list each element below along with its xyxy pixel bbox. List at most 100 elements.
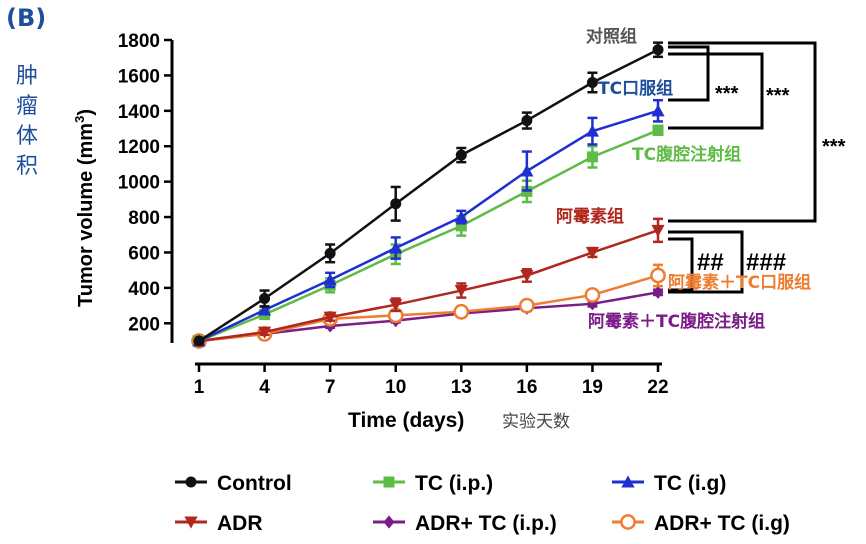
bracket-control-tcip (668, 52, 764, 130)
y-tick-label: 1600 (118, 66, 160, 87)
series-annotation: 阿霉素＋TC口服组 (668, 272, 811, 293)
data-point (651, 104, 665, 117)
significance-label: *** (766, 85, 790, 107)
x-axis-label-cn: 实验天数 (502, 412, 570, 432)
legend-marker (383, 476, 395, 488)
panel-label: (B) (6, 4, 47, 32)
significance-label: *** (822, 136, 846, 158)
data-point (453, 303, 470, 320)
data-point (520, 164, 534, 177)
series-line (198, 229, 659, 343)
series-line (198, 109, 659, 343)
significance-label: ## (697, 249, 724, 276)
series-line (198, 274, 659, 343)
series-group (191, 263, 666, 349)
data-point (390, 198, 402, 210)
vertical-label: 肿 瘤 体 积 (12, 62, 42, 182)
data-point (652, 124, 664, 136)
significance-label: ### (746, 249, 786, 276)
series-line (198, 129, 659, 343)
data-point (586, 297, 598, 311)
axes: 200 400 600 800 1000 1200 1400 1600 1800 1 4 7 10 13 1… (72, 31, 669, 432)
series-annotation: 阿霉素＋TC腹腔注射组 (588, 311, 765, 332)
data-point (584, 287, 601, 303)
significance-label: *** (715, 83, 739, 105)
legend-item: ADR+ TC (i.g) (612, 512, 790, 535)
legend: Control ADR TC (i.p.) ADR+ TC (i.p.) TC (i.g… (175, 472, 790, 535)
data-point (586, 76, 598, 88)
legend-marker (620, 514, 636, 530)
data-point (651, 224, 665, 237)
vertical-label-char: 体 (15, 124, 38, 149)
legend-marker (185, 476, 197, 488)
data-point (454, 210, 468, 223)
data-point (389, 241, 403, 254)
x-tick-label: 22 (647, 377, 668, 398)
series-group (192, 98, 665, 347)
legend-item: TC (i.p.) (373, 472, 493, 495)
legend-item: Control (175, 472, 292, 495)
bracket-adr-adrtcig (668, 237, 694, 292)
legend-marker (184, 516, 198, 529)
data-point (257, 326, 272, 339)
data-point (323, 273, 337, 286)
y-tick-label: 1200 (118, 137, 160, 158)
x-tick-label: 19 (582, 377, 603, 398)
legend-label: ADR+ TC (i.g) (654, 512, 790, 535)
data-point (324, 247, 336, 259)
legend-item: ADR (175, 512, 263, 535)
vertical-label-char: 瘤 (15, 94, 38, 119)
data-point (652, 285, 664, 299)
y-tick-label: 1000 (118, 173, 160, 194)
x-tick-label: 7 (325, 377, 336, 398)
data-point (323, 311, 337, 324)
y-tick-label: 200 (128, 314, 160, 335)
legend-label: Control (217, 472, 292, 495)
y-tick-label: 800 (128, 208, 160, 229)
data-point (454, 285, 468, 298)
bracket-control-adr (668, 41, 817, 223)
y-axis-label: Tumor volume (mm3) (72, 109, 97, 307)
series-group (192, 217, 665, 348)
x-tick-label: 16 (516, 377, 537, 398)
series-group (193, 41, 664, 347)
data-point (585, 124, 600, 137)
data-point (193, 335, 205, 347)
vertical-label-char: 积 (15, 154, 38, 179)
data-point (257, 303, 272, 316)
bracket-adr-adrtcip (668, 230, 744, 294)
bracket-control-tcig (668, 45, 710, 102)
y-tick-label: 400 (128, 279, 160, 300)
y-tick-label: 600 (128, 243, 160, 264)
x-tick-label: 13 (451, 377, 472, 398)
data-point (520, 269, 534, 283)
legend-item: ADR+ TC (i.p.) (373, 512, 557, 535)
series-annotation: TC口服组 (598, 78, 673, 99)
data-point (586, 151, 598, 163)
data-point (519, 297, 535, 314)
x-tick-label: 1 (194, 377, 205, 398)
data-point (389, 299, 403, 312)
series-annotation: 阿霉素组 (556, 206, 624, 227)
series-lines (191, 41, 666, 349)
legend-item: TC (i.g) (612, 472, 726, 495)
legend-label: TC (i.p.) (415, 472, 493, 495)
x-tick-label: 10 (385, 377, 406, 398)
legend-label: ADR+ TC (i.p.) (415, 512, 557, 535)
y-tick-label: 1400 (118, 102, 160, 123)
data-point (585, 246, 600, 260)
vertical-label-char: 肿 (15, 64, 38, 89)
x-axis-label: Time (days) (348, 409, 464, 432)
data-point (455, 220, 467, 232)
y-tick-label: 1800 (118, 31, 160, 52)
series-annotation: 对照组 (586, 26, 637, 47)
data-point (521, 115, 533, 127)
data-point (455, 149, 467, 161)
legend-label: ADR (217, 512, 263, 535)
legend-marker (621, 475, 635, 488)
data-point (652, 44, 664, 56)
significance-brackets: *** ******## ### (668, 41, 846, 294)
legend-marker (383, 515, 395, 529)
